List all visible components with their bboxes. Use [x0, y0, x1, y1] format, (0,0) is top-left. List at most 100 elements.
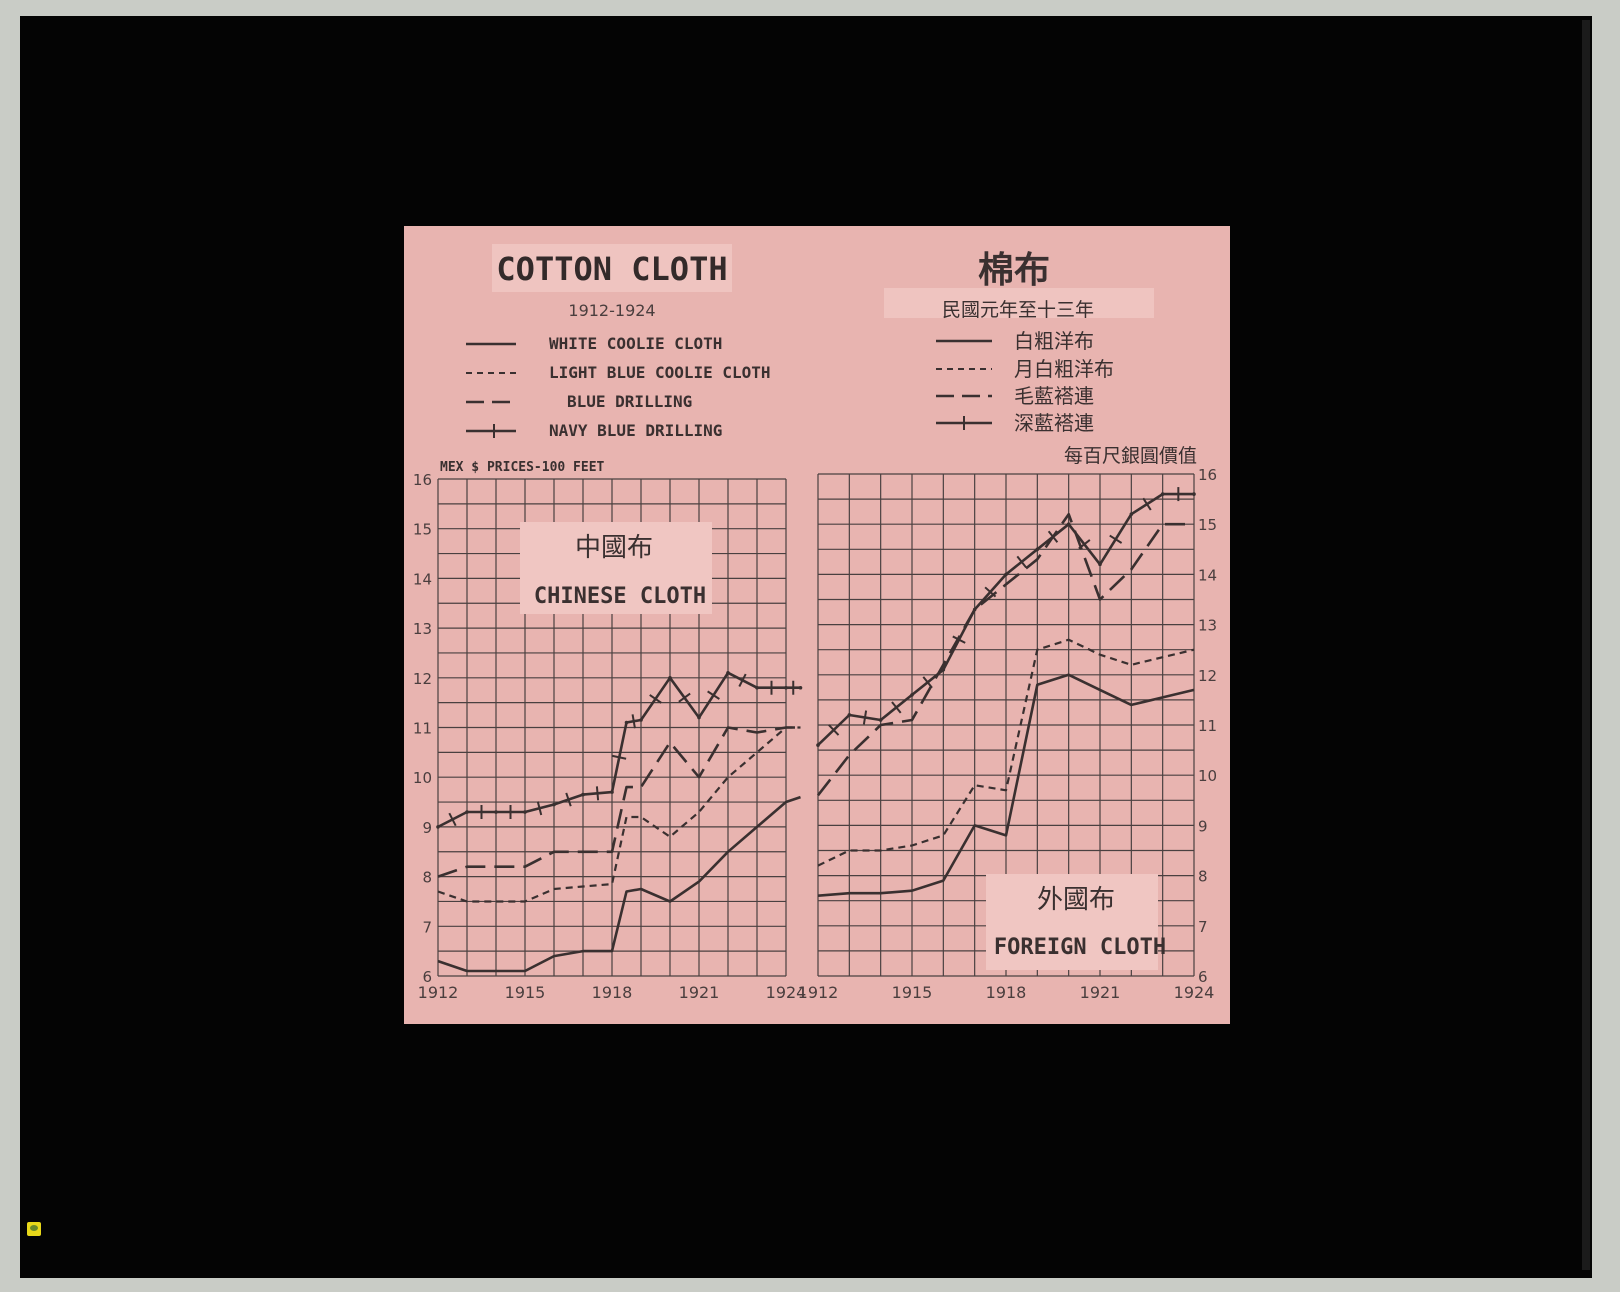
title-en: COTTON CLOTH — [496, 250, 727, 288]
data-point — [697, 715, 701, 720]
legend-label: WHITE COOLIE CLOTH — [549, 334, 722, 353]
series-tick-mark — [678, 692, 691, 703]
data-point — [910, 693, 914, 697]
legend-zh: 白粗洋布 月白粗洋布 毛藍褡連 深藍褡連 — [936, 329, 1114, 435]
y-tick-label: 15 — [1198, 516, 1217, 534]
data-point — [798, 685, 803, 690]
x-tick-label: 1924 — [766, 983, 807, 1002]
y-tick-label: 14 — [1198, 566, 1217, 584]
data-point — [847, 713, 852, 717]
cotton-cloth-chart: COTTON CLOTH 1912-1924 棉布 民國元年至十三年 WHITE… — [413, 244, 1217, 1002]
legend-zh-label: 深藍褡連 — [1014, 411, 1094, 435]
title-patch — [492, 244, 732, 292]
series-tick-mark — [612, 754, 627, 760]
legend-en: WHITE COOLIE CLOTH LIGHT BLUE COOLIE CLO… — [466, 334, 771, 440]
y-tick-label: 10 — [413, 769, 432, 787]
data-point — [552, 802, 556, 807]
y-tick-label: 11 — [413, 720, 432, 738]
series-tick-mark — [448, 812, 457, 827]
data-point — [494, 810, 498, 814]
series-tick-mark — [707, 690, 720, 700]
data-point — [1004, 572, 1008, 577]
years-zh: 民國元年至十三年 — [942, 299, 1094, 321]
series-tick-mark — [891, 701, 902, 714]
series-line — [817, 673, 1195, 897]
data-point — [816, 743, 820, 747]
y-tick-label: 12 — [1198, 667, 1217, 685]
series-tick-mark — [536, 801, 543, 816]
data-point — [972, 607, 977, 612]
series-tick-mark — [828, 724, 840, 736]
data-point — [1192, 492, 1196, 496]
data-point — [726, 671, 730, 675]
y-tick-label: 13 — [413, 620, 432, 638]
foreign-cloth-panel: 外國布 FOREIGN CLOTH 6 7 8 9 10 11 12 13 14 15 16 1912 19… — [798, 466, 1217, 1002]
data-point — [523, 810, 527, 814]
x-tick-label: 1921 — [1080, 983, 1121, 1002]
series-tick-mark — [595, 786, 600, 801]
y-tick-label: 8 — [1198, 868, 1208, 886]
x-tick-label: 1912 — [418, 983, 459, 1002]
y-tick-label: 6 — [1198, 968, 1208, 986]
units-en: MEX $ PRICES-100 FEET — [440, 460, 605, 475]
series-tick-mark — [984, 586, 997, 598]
panel-title-patch — [520, 522, 712, 614]
series-tick-mark — [1109, 534, 1123, 544]
series-tick-mark — [862, 710, 868, 725]
data-point — [624, 720, 629, 725]
y-tick-label: 12 — [413, 670, 432, 688]
y-tick-label: 6 — [422, 968, 432, 986]
series-tick-mark — [565, 792, 572, 807]
legend-zh-label: 月白粗洋布 — [1014, 357, 1114, 381]
y-tick-label: 7 — [1198, 918, 1208, 936]
data-point — [1035, 547, 1040, 552]
data-point — [581, 792, 585, 797]
mount-edge — [1582, 20, 1590, 1270]
zh-years-patch — [884, 288, 1154, 318]
panel-title-patch — [986, 874, 1158, 970]
series-tick-mark — [1078, 539, 1091, 550]
y-tick-label: 13 — [1198, 617, 1217, 635]
legend-zh-label: 白粗洋布 — [1014, 329, 1094, 353]
series-line — [816, 512, 1194, 797]
panel-title-zh: 外國布 — [1037, 885, 1115, 915]
data-point — [1160, 492, 1165, 496]
units-zh: 每百尺銀圓價值 — [1064, 445, 1197, 467]
y-tick-label: 14 — [413, 570, 432, 588]
series-tick-mark — [952, 635, 966, 644]
legend-label: BLUE DRILLING — [567, 392, 692, 411]
series-line — [437, 795, 801, 973]
series-tick-mark — [922, 676, 933, 689]
series-tick-mark — [1016, 555, 1027, 568]
y-tick-label: 9 — [1198, 817, 1208, 835]
y-tick-label: 16 — [1198, 466, 1217, 484]
series-line — [437, 726, 801, 878]
legend-label: NAVY BLUE DRILLING — [549, 421, 722, 440]
y-tick-label: 15 — [413, 521, 432, 539]
x-tick-label: 1921 — [679, 983, 720, 1002]
y-tick-label: 11 — [1198, 717, 1217, 735]
lantern-slide: COTTON CLOTH 1912-1924 棉布 民國元年至十三年 WHITE… — [404, 226, 1230, 1024]
data-point — [639, 718, 643, 722]
x-tick-label: 1918 — [592, 983, 633, 1002]
x-tick-label: 1915 — [505, 983, 546, 1002]
note-icon[interactable] — [27, 1222, 41, 1236]
series-line — [437, 671, 801, 829]
data-point — [878, 718, 883, 722]
x-tick-label: 1918 — [986, 983, 1027, 1002]
panel-title-en: CHINESE CLOTH — [534, 584, 706, 609]
legend-label: LIGHT BLUE COOLIE CLOTH — [549, 363, 771, 382]
data-point — [1098, 562, 1102, 567]
y-tick-label: 8 — [422, 869, 432, 887]
data-point — [784, 685, 788, 690]
data-point — [1066, 522, 1071, 526]
y-tick-label: 9 — [422, 819, 432, 837]
panel-title-en: FOREIGN CLOTH — [994, 935, 1166, 960]
series-tick-mark — [1047, 530, 1059, 543]
data-point — [941, 667, 946, 672]
data-point — [755, 685, 759, 690]
years-en: 1912-1924 — [568, 301, 655, 320]
data-point — [436, 825, 440, 829]
panel-title-zh: 中國布 — [575, 533, 653, 563]
series-tick-mark — [1142, 497, 1152, 511]
